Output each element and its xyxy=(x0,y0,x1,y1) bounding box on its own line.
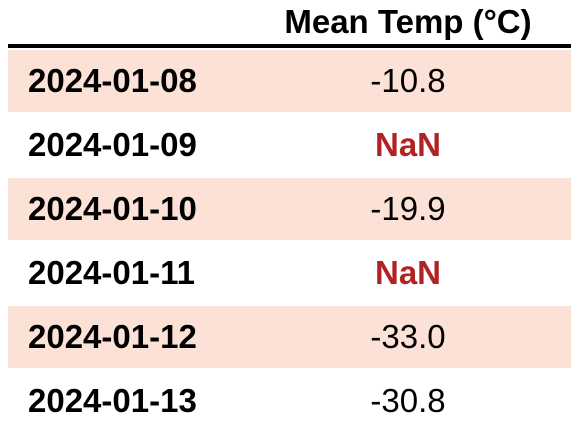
table-row: 2024-01-09 NaN xyxy=(8,114,571,176)
date-cell: 2024-01-09 xyxy=(28,114,197,176)
column-header-mean-temp: Mean Temp (°C) xyxy=(258,2,558,42)
missing-value-cell: NaN xyxy=(258,114,558,176)
data-table: Mean Temp (°C) 2024-01-08 -10.8 2024-01-09… xyxy=(8,0,571,432)
mean-temp-cell: -19.9 xyxy=(258,178,558,240)
date-cell: 2024-01-10 xyxy=(28,178,197,240)
date-cell: 2024-01-11 xyxy=(28,242,195,304)
table-body: 2024-01-08 -10.8 2024-01-09 NaN 2024-01-10 -1… xyxy=(8,50,571,432)
table-row: 2024-01-08 -10.8 xyxy=(8,50,571,112)
date-cell: 2024-01-08 xyxy=(28,50,197,112)
table-row: 2024-01-10 -19.9 xyxy=(8,178,571,240)
mean-temp-cell: -10.8 xyxy=(258,50,558,112)
table-header-row: Mean Temp (°C) xyxy=(8,0,571,48)
table-row: 2024-01-13 -30.8 xyxy=(8,370,571,432)
date-cell: 2024-01-12 xyxy=(28,306,197,368)
missing-value-cell: NaN xyxy=(258,242,558,304)
date-cell: 2024-01-13 xyxy=(28,370,197,432)
mean-temp-cell: -33.0 xyxy=(258,306,558,368)
mean-temp-cell: -30.8 xyxy=(258,370,558,432)
table-row: 2024-01-12 -33.0 xyxy=(8,306,571,368)
table-row: 2024-01-11 NaN xyxy=(8,242,571,304)
